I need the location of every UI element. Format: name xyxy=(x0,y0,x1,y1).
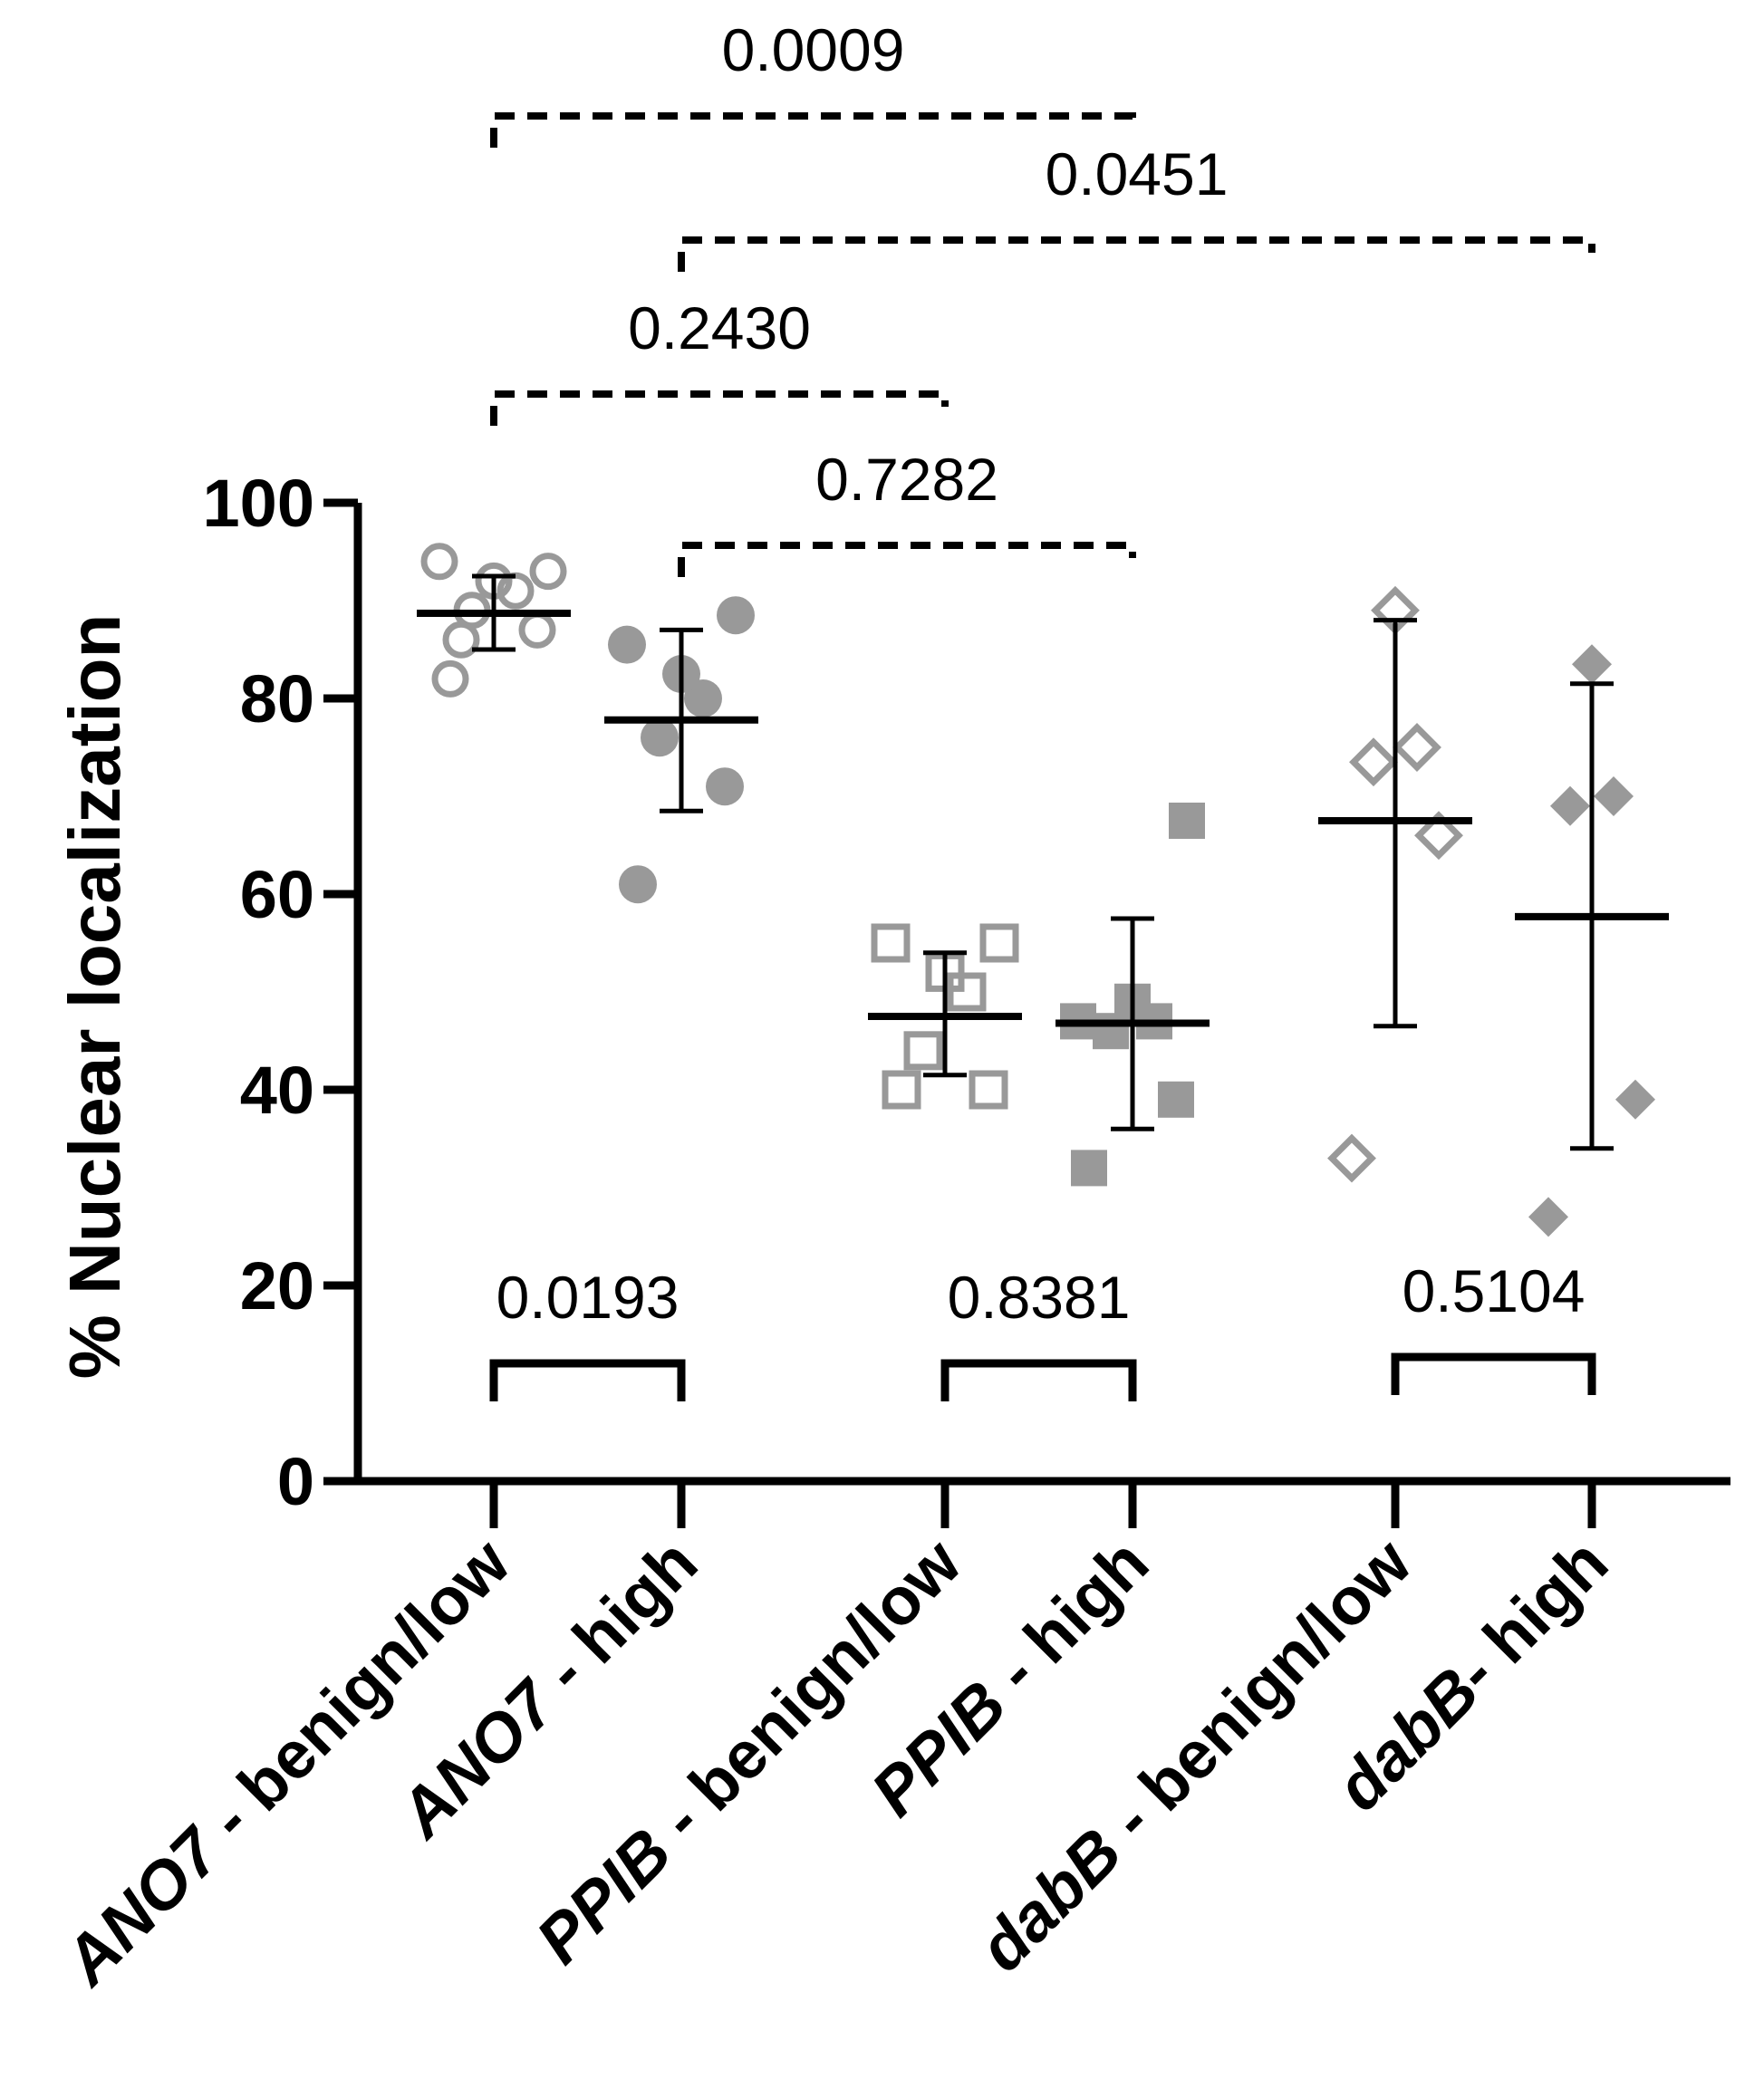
point-circle-filled xyxy=(706,767,744,806)
point-circle-filled xyxy=(608,625,646,664)
point-diamond-filled xyxy=(1528,1197,1568,1237)
category-suffix: - high xyxy=(1440,1525,1622,1707)
y-tick-label: 100 xyxy=(203,466,314,541)
y-axis-title: % Nuclear localization xyxy=(54,614,135,1380)
point-circle-open xyxy=(529,553,567,591)
bracket-dashed xyxy=(490,390,949,426)
bracket-solid xyxy=(940,1359,1137,1401)
point-circle-open xyxy=(420,543,458,581)
p-value-label: 0.7282 xyxy=(815,446,998,513)
point-square-open xyxy=(871,923,911,963)
p-value-label: 0.0193 xyxy=(496,1264,680,1331)
point-diamond-filled xyxy=(1594,776,1634,816)
p-value-label: 0.5104 xyxy=(1403,1257,1586,1324)
point-square-open xyxy=(979,923,1019,963)
point-circle-filled xyxy=(684,679,722,717)
y-tick-label: 80 xyxy=(240,661,314,736)
data-points xyxy=(420,543,1655,1237)
point-square-filled xyxy=(1071,1150,1107,1187)
point-diamond-open xyxy=(1414,811,1463,861)
bracket-dashed xyxy=(678,542,1136,577)
bracket-dashed xyxy=(678,236,1595,272)
axes: 0 20 40 60 80 100 xyxy=(203,466,1730,1528)
point-circle-filled xyxy=(717,596,755,635)
point-diamond-filled xyxy=(1550,785,1590,826)
p-value-label: 0.8381 xyxy=(948,1264,1131,1331)
category-suffix: - high xyxy=(516,1525,712,1720)
point-diamond-open xyxy=(1393,723,1441,772)
point-diamond-filled xyxy=(1572,644,1612,685)
p-value-label: 0.2430 xyxy=(628,294,811,361)
p-value-label: 0.0009 xyxy=(722,16,905,83)
y-tick-label: 60 xyxy=(240,857,314,932)
significance-brackets: 0.0009 0.0451 0.2430 0.7282 0.0193 0.8381 0.51… xyxy=(489,16,1596,1401)
point-circle-filled xyxy=(619,865,657,904)
point-diamond-filled xyxy=(1615,1079,1655,1120)
category-suffix: - high xyxy=(968,1525,1163,1720)
bracket-dashed xyxy=(490,112,1136,148)
y-tick-label: 0 xyxy=(277,1444,314,1519)
point-diamond-open xyxy=(1327,1133,1376,1183)
point-circle-open xyxy=(431,659,469,698)
point-square-open xyxy=(969,1070,1008,1110)
point-square-open xyxy=(947,972,987,1012)
mean-sd-bars xyxy=(417,573,1669,1151)
y-tick-label: 20 xyxy=(240,1248,314,1323)
p-value-label: 0.0451 xyxy=(1046,140,1229,207)
point-square-open xyxy=(882,1070,921,1110)
point-circle-open xyxy=(442,621,480,659)
point-square-filled xyxy=(1158,1081,1194,1118)
point-square-filled xyxy=(1169,803,1205,839)
y-tick-label: 40 xyxy=(240,1053,314,1128)
bracket-solid xyxy=(1391,1352,1596,1395)
point-circle-open xyxy=(518,611,556,649)
bracket-solid xyxy=(489,1359,686,1401)
point-circle-filled xyxy=(641,718,679,757)
point-diamond-open xyxy=(1349,737,1398,787)
point-square-open xyxy=(903,1031,943,1071)
